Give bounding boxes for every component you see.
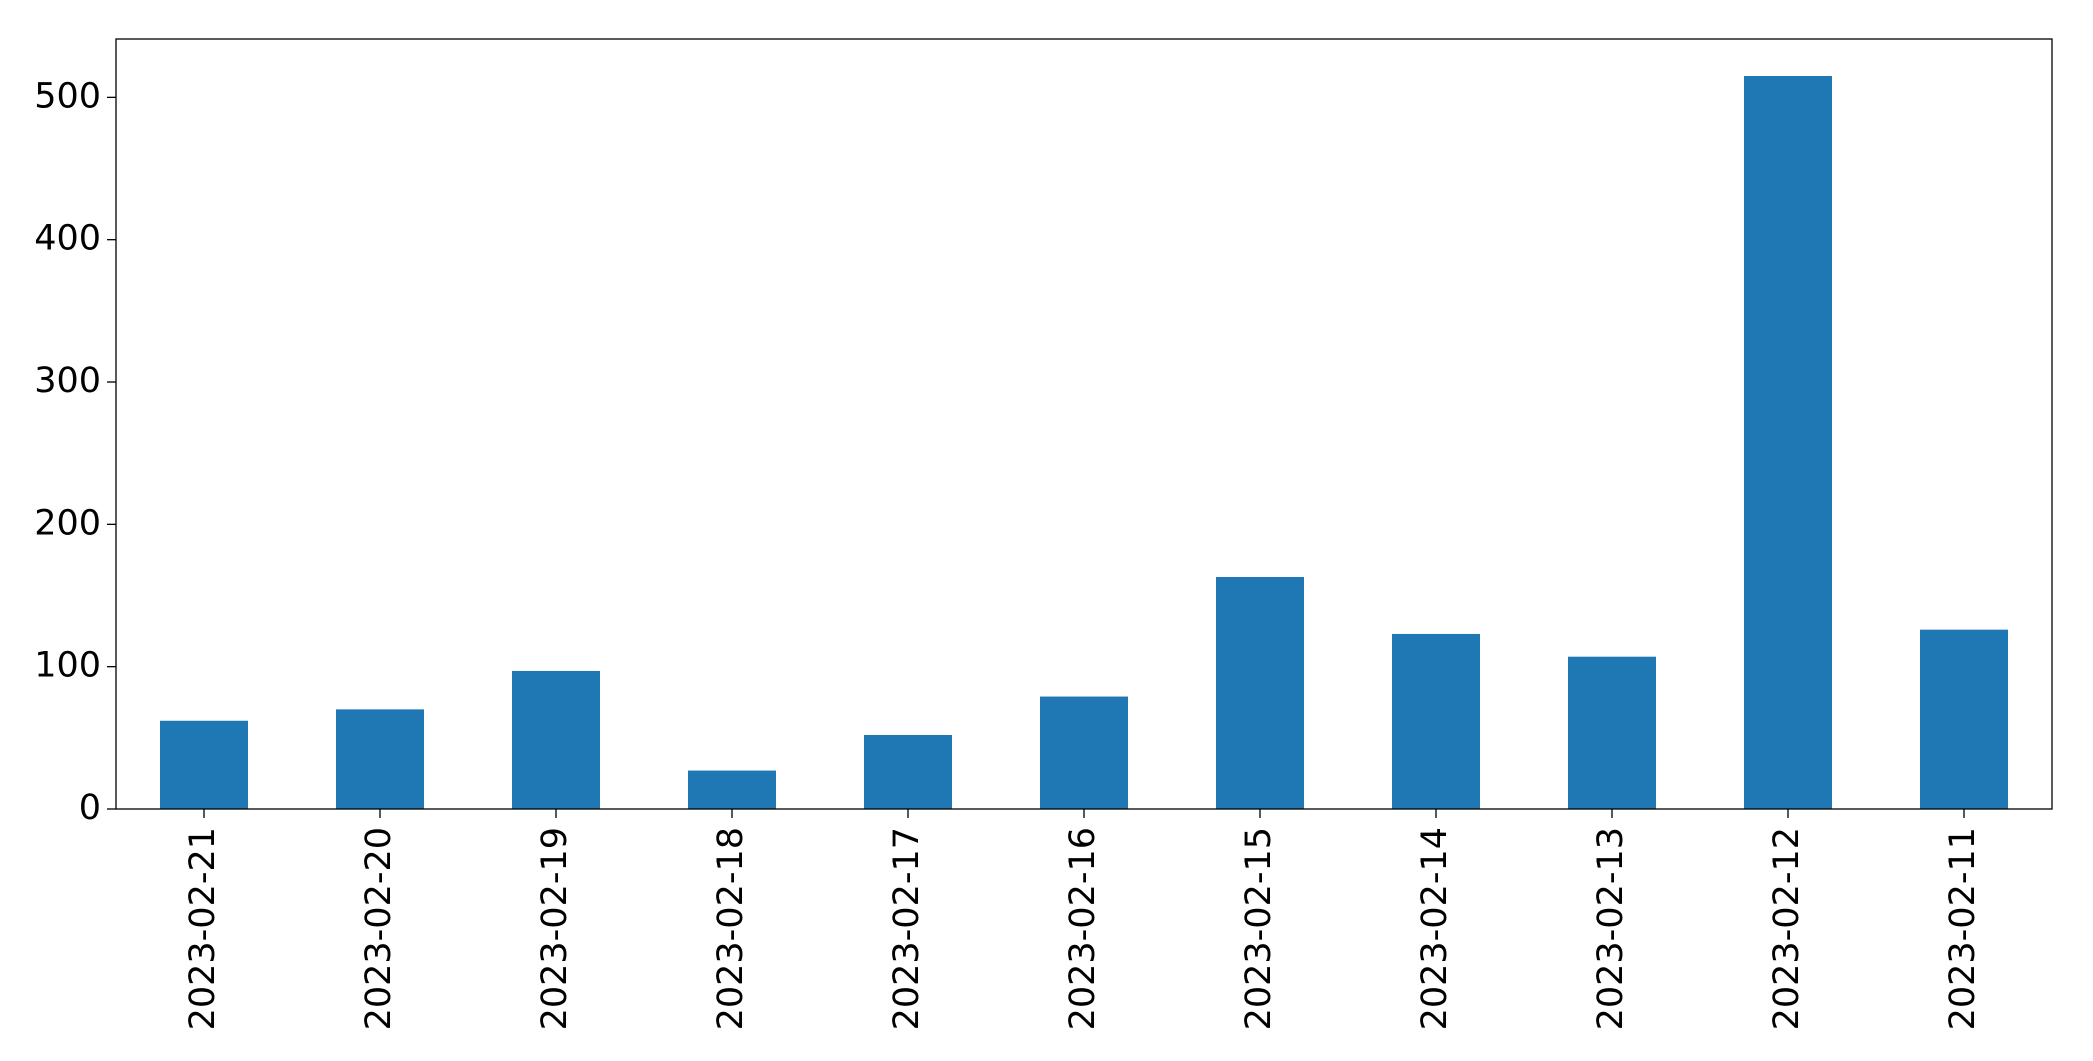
x-tick-label: 2023-02-15 (1239, 827, 1279, 1030)
x-tick-label: 2023-02-18 (711, 827, 751, 1030)
bar (688, 770, 776, 809)
bar (1744, 76, 1832, 809)
x-tick-label: 2023-02-17 (887, 827, 927, 1030)
x-tick-label: 2023-02-14 (1415, 827, 1455, 1030)
bar (1920, 629, 2008, 809)
bar (336, 709, 424, 809)
x-tick-label: 2023-02-11 (1943, 827, 1983, 1030)
x-tick-label: 2023-02-12 (1767, 827, 1807, 1030)
bar (1040, 696, 1128, 809)
y-tick-label: 100 (34, 646, 101, 686)
x-tick-label: 2023-02-13 (1591, 827, 1631, 1030)
bar (1216, 577, 1304, 809)
y-tick-label: 300 (34, 361, 101, 401)
bar (512, 670, 600, 809)
y-tick-label: 0 (79, 788, 101, 828)
bar (1568, 656, 1656, 809)
x-tick-label: 2023-02-19 (535, 827, 575, 1030)
y-tick-label: 200 (34, 503, 101, 543)
y-tick-label: 400 (34, 219, 101, 259)
x-tick-label: 2023-02-16 (1063, 827, 1103, 1030)
axes-frame (115, 38, 2053, 810)
bar (1392, 633, 1480, 809)
bar (160, 720, 248, 809)
x-tick-label: 2023-02-21 (183, 827, 223, 1030)
x-tick-label: 2023-02-20 (359, 827, 399, 1030)
y-tick-label: 500 (34, 76, 101, 116)
bar (864, 734, 952, 809)
